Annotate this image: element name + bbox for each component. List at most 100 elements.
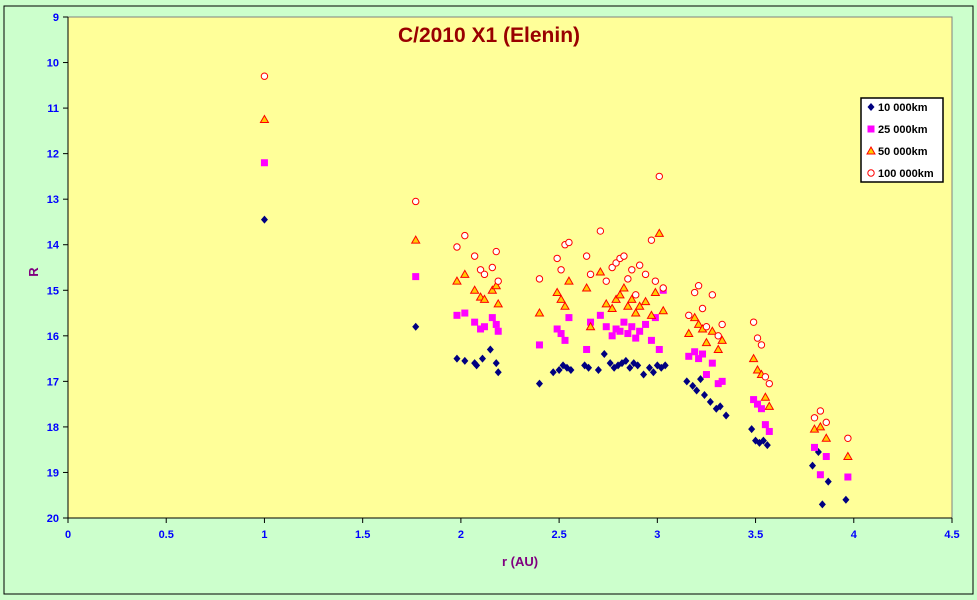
chart-title: C/2010 X1 (Elenin)	[398, 24, 580, 47]
y-tick-label: 16	[47, 331, 59, 343]
data-point	[615, 289, 625, 299]
data-point	[630, 308, 641, 317]
data-point	[602, 323, 610, 331]
data-point	[809, 424, 820, 433]
data-point	[659, 284, 667, 292]
legend-marker	[867, 169, 875, 177]
data-point	[453, 243, 461, 251]
data-point	[595, 267, 606, 276]
data-point	[453, 354, 461, 363]
data-point	[596, 227, 605, 235]
data-point	[555, 365, 563, 374]
data-point	[486, 345, 494, 354]
data-point	[655, 345, 663, 353]
data-point	[480, 323, 488, 331]
data-point	[700, 391, 708, 400]
data-point	[492, 247, 500, 256]
data-point	[494, 368, 502, 377]
data-point	[477, 325, 485, 333]
data-point	[476, 266, 485, 274]
data-point	[759, 436, 767, 445]
data-point	[748, 353, 759, 363]
data-point	[494, 277, 502, 285]
data-point	[761, 421, 769, 429]
data-point	[748, 425, 756, 434]
data-point	[718, 320, 726, 329]
data-point	[718, 377, 726, 385]
data-point	[492, 320, 500, 328]
data-point	[552, 287, 563, 297]
data-point	[549, 368, 557, 377]
data-point	[765, 427, 773, 435]
data-point	[581, 282, 592, 292]
data-point	[683, 328, 694, 338]
data-point	[459, 269, 470, 278]
data-point	[624, 330, 632, 338]
data-point	[494, 327, 502, 335]
data-point	[606, 359, 614, 368]
data-point	[843, 451, 853, 461]
data-point	[695, 355, 703, 363]
data-point	[717, 335, 728, 344]
data-point	[699, 350, 707, 358]
legend-label: 10 000km	[878, 102, 928, 114]
data-point	[713, 344, 724, 353]
data-point	[649, 368, 657, 377]
data-point	[763, 441, 771, 450]
data-point	[470, 252, 479, 260]
data-point	[553, 254, 561, 263]
x-tick-label: 3.5	[748, 529, 763, 541]
data-point	[585, 363, 593, 372]
data-point	[752, 364, 763, 374]
data-point	[702, 371, 710, 379]
data-point	[260, 72, 269, 80]
data-point	[535, 275, 544, 283]
data-point	[809, 461, 817, 470]
legend-marker	[866, 145, 876, 155]
data-point	[753, 334, 762, 342]
data-point	[708, 291, 717, 299]
data-point	[815, 421, 826, 431]
data-point	[632, 291, 640, 299]
data-point	[565, 314, 573, 322]
data-point	[658, 305, 669, 315]
data-point	[560, 301, 570, 310]
data-point	[810, 443, 818, 451]
data-point	[822, 453, 830, 461]
data-point	[818, 500, 826, 509]
data-point	[626, 363, 634, 372]
x-tick-label: 2	[458, 529, 464, 541]
data-point	[492, 359, 500, 368]
data-point	[452, 276, 462, 285]
data-point	[557, 266, 565, 274]
data-point	[632, 334, 640, 342]
data-point	[694, 282, 703, 290]
data-point	[556, 294, 566, 303]
data-point	[757, 405, 765, 413]
data-point	[611, 294, 621, 303]
data-point	[714, 332, 722, 340]
data-point	[260, 215, 268, 224]
data-point	[702, 323, 711, 331]
data-point	[585, 321, 596, 331]
data-point	[634, 301, 645, 310]
data-point	[624, 275, 632, 283]
y-tick-label: 20	[47, 513, 59, 525]
data-point	[480, 270, 489, 279]
data-point	[693, 319, 704, 328]
data-point	[567, 365, 575, 374]
data-point	[714, 380, 722, 388]
data-point	[594, 365, 602, 374]
data-point	[260, 159, 268, 167]
data-point	[612, 325, 620, 333]
plot-area	[67, 16, 953, 519]
data-point	[612, 259, 620, 267]
data-point	[661, 361, 669, 370]
data-point	[491, 280, 502, 290]
data-point	[749, 318, 758, 326]
x-tick-label: 3	[654, 529, 660, 541]
data-point	[701, 337, 712, 347]
data-point	[634, 361, 642, 370]
data-point	[647, 336, 655, 344]
data-point	[642, 320, 650, 328]
